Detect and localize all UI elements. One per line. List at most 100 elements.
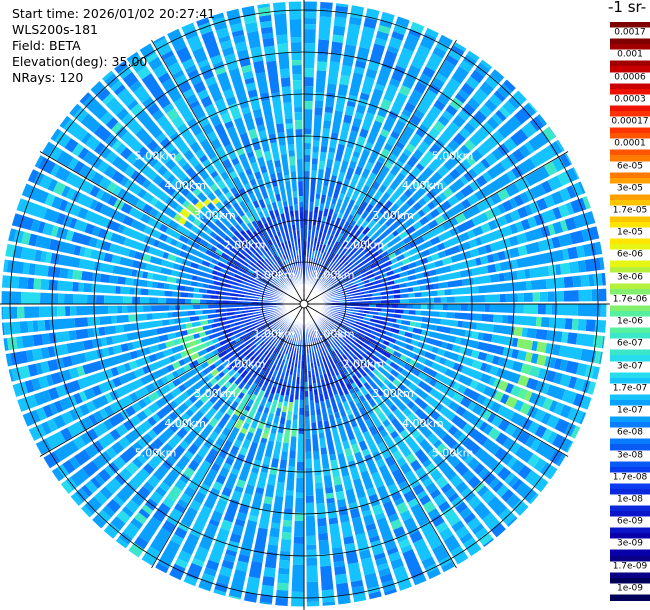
ray-gap — [303, 303, 601, 368]
radar-cell-group — [1, 1, 606, 607]
ray-gap — [180, 303, 305, 582]
ray-gap — [138, 49, 305, 305]
ray-gap — [112, 303, 305, 540]
ray-gap — [303, 303, 597, 383]
range-label: 2.00km — [224, 239, 266, 252]
ray-gap — [89, 89, 305, 305]
colorbar-tick-label: 6e-06 — [610, 249, 650, 261]
colorbar-tick-label: 0.0003 — [610, 94, 650, 106]
colorbar-tick-label: 0.0017 — [610, 27, 650, 39]
azimuth-spoke — [39, 151, 305, 305]
colorbar-tick-label: 3e-06 — [610, 272, 650, 284]
colorbar-tick-label: 6e-08 — [610, 427, 650, 439]
ray-gap — [303, 303, 604, 352]
ray-gap — [303, 303, 443, 575]
ray-gap — [303, 303, 496, 540]
range-label: 1.00km — [313, 328, 355, 341]
ray-gap — [20, 194, 305, 305]
radar-center-marker — [299, 299, 309, 309]
ray-gap — [1, 303, 305, 321]
ray-gap — [303, 58, 483, 305]
colorbar-tick-label: 3e-08 — [610, 450, 650, 461]
colorbar-tick-label: 6e-07 — [610, 338, 650, 350]
ray-gap — [7, 303, 305, 368]
ray-gap — [303, 303, 519, 519]
ray-gap — [303, 271, 606, 305]
colorbar-tick-label: 1.7e-05 — [610, 205, 650, 217]
ray-gap — [2, 271, 305, 305]
ray-gap — [165, 303, 305, 575]
ray-gap — [303, 303, 321, 607]
ray-gap — [58, 303, 305, 483]
ray-gap — [256, 303, 305, 604]
ray-gap — [26, 303, 305, 428]
range-label: 5.00km — [432, 447, 474, 460]
ray-gap — [4, 303, 305, 352]
ray-gap — [303, 180, 582, 305]
colorbar-tick-label: 1e-08 — [610, 494, 650, 506]
ray-gap — [303, 138, 559, 305]
range-labels: 1.00km 1.00km 1.00km 1.00km 2.00km 2.00km 2.00… — [135, 150, 474, 460]
range-label: 4.00km — [164, 179, 206, 192]
range-label: 1.00km — [254, 268, 296, 281]
range-label: 3.00km — [194, 209, 236, 222]
ray-gap — [303, 303, 582, 428]
range-label: 5.00km — [135, 150, 177, 163]
colorbar-tick-label: 0.00017 — [610, 116, 650, 128]
colorbar-tick-label: 1.7e-06 — [610, 294, 650, 306]
azimuth-spoke — [151, 39, 305, 305]
ray-gap — [303, 11, 383, 305]
azimuth-spoke — [303, 303, 457, 569]
azimuth-spoke — [151, 303, 305, 569]
ray-gap — [58, 125, 305, 305]
ray-gap — [303, 303, 399, 593]
ray-gap — [303, 303, 483, 550]
ray-gap — [303, 303, 508, 530]
range-label: 3.00km — [372, 209, 414, 222]
ray-gap — [194, 303, 305, 588]
ray-gap — [7, 240, 305, 305]
ray-gap — [100, 78, 305, 305]
ray-gap — [303, 15, 399, 305]
ray-gap — [303, 165, 575, 305]
ray-gap — [303, 303, 606, 337]
ray-gap — [303, 287, 607, 305]
range-label: 3.00km — [194, 387, 236, 400]
radar-cell-group — [178, 197, 220, 226]
ray-gap — [303, 68, 496, 305]
ray-gap — [33, 165, 305, 305]
ray-gap — [100, 303, 305, 530]
ray-gap — [11, 303, 305, 383]
ray-gap — [89, 303, 305, 519]
range-label: 2.00km — [343, 357, 385, 370]
colorbar-tick-label: 3e-07 — [610, 361, 650, 373]
colorbar-tick-label: 0.0006 — [610, 72, 650, 84]
ray-gap — [225, 11, 305, 305]
ray-gap — [26, 180, 305, 305]
ray-gap — [303, 100, 530, 305]
colorbar: 0.0017 0.001 0.0006 0.0003 0.00017 0.0001 6e-0… — [610, 22, 650, 601]
colorbar-tick-label: 3e-09 — [610, 538, 650, 550]
range-label: 4.00km — [402, 179, 444, 192]
nrays: NRays: 120 — [12, 70, 84, 85]
ray-gap — [303, 33, 443, 305]
ray-gap — [303, 303, 559, 470]
ray-gap — [303, 49, 470, 305]
ray-gap — [11, 225, 305, 305]
colorbar-tick-label: 1.7e-09 — [610, 561, 650, 573]
ray-gap — [78, 303, 305, 508]
ray-gap — [303, 125, 550, 305]
ray-gap — [4, 256, 305, 305]
ray-gap — [49, 303, 305, 470]
ray-gap — [303, 225, 597, 305]
colorbar-tick-label: 1.7e-08 — [610, 472, 650, 484]
ray-gap — [303, 303, 383, 597]
ray-gap — [78, 100, 305, 305]
range-label: 4.00km — [402, 417, 444, 430]
elevation: Elevation(deg): 35.00 — [12, 54, 148, 69]
colorbar-tick-label: 6e-09 — [610, 516, 650, 528]
azimuth-spoke — [303, 151, 569, 305]
ray-gap — [125, 58, 305, 305]
ray-gap — [303, 26, 428, 305]
ray-gap — [303, 240, 601, 305]
